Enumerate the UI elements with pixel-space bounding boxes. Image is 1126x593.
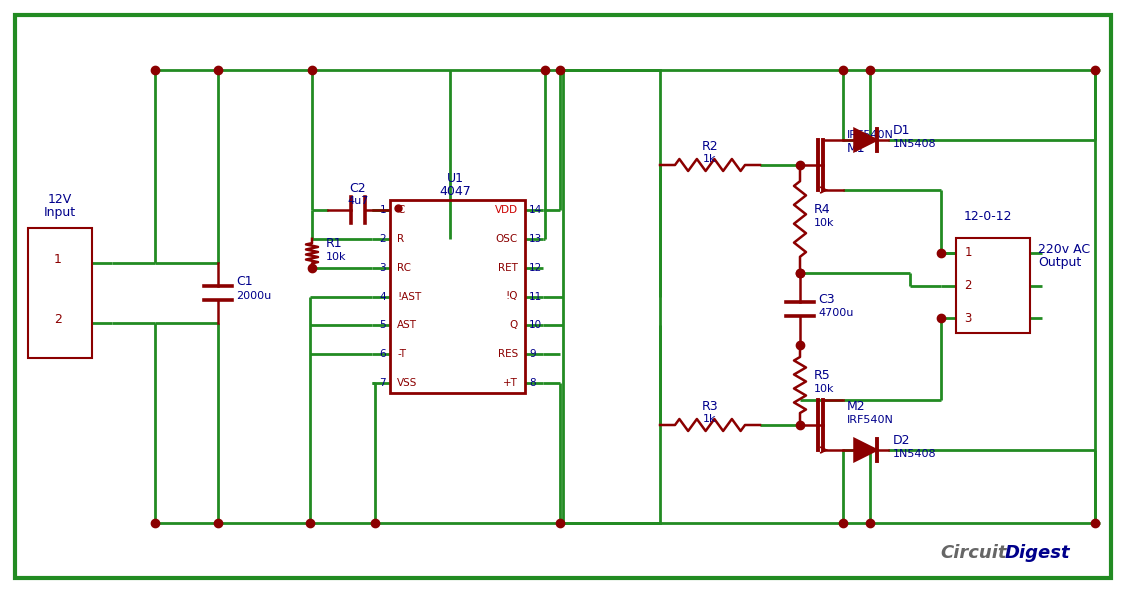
- Text: 1k: 1k: [704, 154, 717, 164]
- Text: 12V: 12V: [48, 193, 72, 206]
- Bar: [563, 70, 660, 523]
- Text: 10k: 10k: [814, 384, 834, 394]
- Text: 4047: 4047: [439, 185, 471, 198]
- Text: 2: 2: [964, 279, 972, 292]
- Text: D1: D1: [893, 124, 911, 137]
- Text: 1: 1: [54, 253, 62, 266]
- Text: 2000u: 2000u: [236, 291, 271, 301]
- Text: 9: 9: [529, 349, 536, 359]
- Text: U1: U1: [447, 172, 464, 185]
- Text: 2: 2: [54, 313, 62, 326]
- Text: 11: 11: [529, 292, 543, 301]
- Text: IRF540N: IRF540N: [847, 415, 894, 425]
- Text: IRF540N: IRF540N: [847, 130, 894, 140]
- Text: 13: 13: [529, 234, 543, 244]
- Text: 1: 1: [379, 205, 386, 215]
- Polygon shape: [855, 129, 876, 151]
- Text: 8: 8: [529, 378, 536, 388]
- Text: R1: R1: [327, 237, 342, 250]
- Text: 10k: 10k: [814, 218, 834, 228]
- Text: AST: AST: [397, 320, 417, 330]
- Text: R3: R3: [701, 400, 718, 413]
- Text: RC: RC: [397, 263, 411, 273]
- Text: R2: R2: [701, 140, 718, 153]
- Text: 1k: 1k: [704, 414, 717, 424]
- Text: 7: 7: [379, 378, 386, 388]
- Text: Output: Output: [1038, 256, 1081, 269]
- Bar: [28, 228, 92, 358]
- Text: 3: 3: [964, 311, 972, 324]
- Text: Digest: Digest: [1006, 544, 1071, 562]
- Text: R5: R5: [814, 369, 831, 382]
- Text: -T: -T: [397, 349, 406, 359]
- Text: M2: M2: [847, 400, 866, 413]
- Text: Q: Q: [510, 320, 518, 330]
- Text: OSC: OSC: [495, 234, 518, 244]
- Text: Input: Input: [44, 206, 77, 219]
- Text: VSS: VSS: [397, 378, 418, 388]
- Text: 1N5408: 1N5408: [893, 139, 937, 149]
- Text: RET: RET: [498, 263, 518, 273]
- Text: C3: C3: [817, 293, 834, 306]
- Bar: [390, 200, 525, 393]
- Text: VDD: VDD: [494, 205, 518, 215]
- Text: 12: 12: [529, 263, 543, 273]
- Text: 5: 5: [379, 320, 386, 330]
- Text: 14: 14: [529, 205, 543, 215]
- Text: 4u7: 4u7: [347, 196, 368, 206]
- Text: R4: R4: [814, 203, 831, 216]
- Text: 2: 2: [379, 234, 386, 244]
- Text: 10k: 10k: [327, 252, 347, 262]
- Polygon shape: [855, 439, 876, 461]
- Text: 10: 10: [529, 320, 542, 330]
- Text: 1N5408: 1N5408: [893, 449, 937, 459]
- Text: C1: C1: [236, 275, 252, 288]
- Text: C2: C2: [350, 182, 366, 195]
- Text: 1: 1: [964, 247, 972, 260]
- Text: 6: 6: [379, 349, 386, 359]
- Text: !AST: !AST: [397, 292, 421, 301]
- Text: Circuit: Circuit: [940, 544, 1007, 562]
- Text: R: R: [397, 234, 404, 244]
- Text: C: C: [397, 205, 404, 215]
- Text: D2: D2: [893, 434, 911, 447]
- Text: M1: M1: [847, 142, 866, 155]
- Text: 220v AC: 220v AC: [1038, 243, 1090, 256]
- Bar: [956, 238, 1030, 333]
- Text: RES: RES: [498, 349, 518, 359]
- Text: !Q: !Q: [506, 292, 518, 301]
- Text: +T: +T: [503, 378, 518, 388]
- Text: 3: 3: [379, 263, 386, 273]
- Text: 12-0-12: 12-0-12: [964, 210, 1012, 223]
- Text: 4: 4: [379, 292, 386, 301]
- Text: 4700u: 4700u: [817, 308, 854, 318]
